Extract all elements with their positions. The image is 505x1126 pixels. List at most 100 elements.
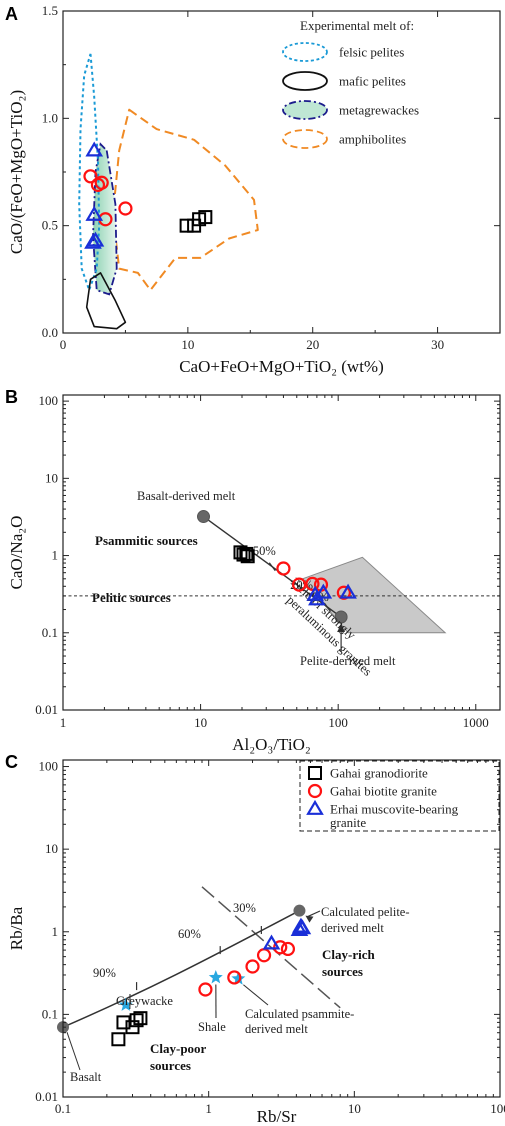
panel-b-y-tick-label: 10 bbox=[45, 470, 58, 485]
clay-poor-label-line1: Clay-poor bbox=[150, 1041, 207, 1056]
panel-c-x-tick-label: 1 bbox=[205, 1101, 212, 1116]
pelite-melt-arrowhead bbox=[337, 624, 346, 633]
legend-metagrewackes-label: metagrewackes bbox=[339, 103, 419, 118]
legend-circle-label: Gahai biotite granite bbox=[330, 784, 437, 799]
panel-a-y-axis-title: CaO/(FeO+MgO+TiO₂) bbox=[7, 90, 26, 254]
panel-c-circle-point bbox=[227, 970, 242, 985]
panel-c-legend-box bbox=[299, 760, 500, 832]
panel-c-circle-point bbox=[245, 959, 260, 974]
clay-poor-label-line2: sources bbox=[150, 1058, 191, 1073]
panel-c-circle-point bbox=[198, 982, 213, 997]
panel-c-y-tick-label: 100 bbox=[39, 759, 59, 774]
panel-a-triangle-point bbox=[85, 141, 104, 157]
legend-triangle-label: Erhai muscovite-bearing bbox=[330, 802, 459, 817]
basalt-label: Basalt bbox=[70, 1070, 102, 1084]
legend-triangle-label-line2: granite bbox=[330, 815, 366, 830]
panel-c-letter: C bbox=[5, 752, 18, 772]
panel-c-plot-frame bbox=[62, 759, 501, 1098]
panel-a-triangle-point bbox=[86, 231, 105, 247]
psammite-melt-label-line2: derived melt bbox=[245, 1022, 308, 1036]
panel-a-x-tick-label: 0 bbox=[60, 337, 67, 352]
panel-c-circle-point bbox=[280, 941, 296, 957]
clay-rich-label-line2: sources bbox=[322, 964, 363, 979]
legend-mafic-pelites-symbol bbox=[282, 71, 328, 91]
basalt-derived-melt-point bbox=[197, 510, 211, 524]
pelite-melt-point bbox=[293, 904, 306, 917]
panel-b-circle-point bbox=[292, 577, 307, 592]
mixing-percent-label: 30% bbox=[233, 901, 256, 915]
panel-b-circle-point bbox=[336, 585, 351, 600]
panel-c-square-point bbox=[111, 1032, 126, 1047]
legend-felsic-pelites-label: felsic pelites bbox=[339, 45, 404, 60]
panel-c-circle-point bbox=[256, 948, 272, 963]
panel-c-y-tick-label: 0.01 bbox=[35, 1089, 58, 1104]
panel-c-y-tick-label: 10 bbox=[45, 841, 58, 856]
panel-a-triangle-point bbox=[85, 205, 104, 221]
panel-c-y-tick-label: 0.1 bbox=[42, 1006, 58, 1021]
panel-a-circle-point bbox=[118, 201, 133, 216]
panel-c-square-point bbox=[129, 1013, 144, 1028]
panel-a-plot-frame bbox=[62, 10, 501, 334]
panel-a-circle-point bbox=[94, 175, 109, 190]
panel-a-letter: A bbox=[5, 4, 18, 24]
panel-b-triangle-point bbox=[314, 583, 333, 599]
panel-a-square-point bbox=[198, 210, 213, 225]
mixing-percent-label: 50% bbox=[253, 544, 276, 558]
panel-b-plot-frame bbox=[62, 394, 501, 711]
panel-a-y-tick-label: 1.5 bbox=[42, 3, 58, 18]
panel-c-y-axis-title: Rb/Ba bbox=[7, 906, 26, 950]
basalt-leader-line bbox=[66, 1032, 81, 1071]
legend-amphibolites-symbol bbox=[282, 129, 328, 149]
panel-b-x-axis-title: Al₂O₃/TiO₂ bbox=[232, 735, 311, 754]
panel-a-y-tick-label: 1.0 bbox=[42, 110, 58, 125]
mixing-percent-label: 60% bbox=[178, 927, 201, 941]
basalt-pelite-mixing-curve bbox=[62, 910, 300, 1028]
legend-square-symbol bbox=[308, 766, 322, 780]
panel-b-y-axis-title: CaO/Na₂O bbox=[7, 516, 26, 590]
panel-b-y-tick-label: 1 bbox=[52, 548, 59, 563]
shale-label: Shale bbox=[198, 1020, 226, 1034]
panel-c-square-point bbox=[116, 1015, 131, 1030]
panel-b-circle-point bbox=[276, 561, 291, 576]
panel-c-circle-point bbox=[273, 940, 288, 955]
panel-b-square-point bbox=[239, 546, 254, 561]
panel-c-x-tick-label: 10 bbox=[348, 1101, 361, 1116]
greywacke-label: Greywacke bbox=[116, 994, 173, 1008]
mixing-percent-label: 90% bbox=[93, 966, 116, 980]
panel-c-triangle-point bbox=[262, 934, 281, 950]
panel-b: B50%20%10%Basalt-derived meltPelite-deri… bbox=[5, 387, 501, 754]
legend-amphibolites-label: amphibolites bbox=[339, 132, 406, 147]
panel-c-triangle-point bbox=[293, 919, 312, 935]
mixing-line-tick bbox=[323, 602, 331, 612]
pelite-derived-melt-point bbox=[334, 610, 348, 624]
panel-c-x-tick-label: 0.1 bbox=[55, 1101, 71, 1116]
panel-c: C 90% 60% 30% Basalt Calculated pelite-derive… bbox=[5, 752, 505, 1126]
panel-a-y-tick-label: 0.5 bbox=[42, 218, 58, 233]
panel-a-x-tick-label: 10 bbox=[181, 337, 194, 352]
panel-b-x-tick-label: 10 bbox=[194, 715, 207, 730]
panel-a-y-tick-label: 0.0 bbox=[42, 325, 58, 340]
pelite-melt-label-line2: derived melt bbox=[321, 921, 384, 935]
panel-b-circle-point bbox=[305, 576, 320, 591]
clay-rich-label-line1: Clay-rich bbox=[322, 947, 375, 962]
panel-b-y-tick-label: 0.1 bbox=[42, 625, 58, 640]
psammite-melt-label-line1: Calculated psammite- bbox=[245, 1007, 354, 1021]
panel-b-triangle-point bbox=[339, 583, 357, 599]
basalt-derived-melt-label: Basalt-derived melt bbox=[137, 489, 236, 503]
panel-b-y-tick-label: 0.01 bbox=[35, 702, 58, 717]
mafic-pelites-field bbox=[85, 272, 127, 330]
panel-a-x-tick-label: 20 bbox=[306, 337, 319, 352]
amphibolites-field bbox=[111, 108, 259, 292]
pelite-derived-melt-label: Pelite-derived melt bbox=[300, 654, 396, 668]
legend-circle-symbol bbox=[307, 783, 323, 799]
legend-triangle-symbol bbox=[306, 799, 324, 815]
panel-b-y-tick-label: 100 bbox=[39, 393, 59, 408]
panel-b-x-tick-label: 100 bbox=[328, 715, 348, 730]
panel-a-legend-title: Experimental melt of: bbox=[300, 18, 414, 33]
panel-c-x-axis-title: Rb/Sr bbox=[257, 1107, 297, 1126]
panel-b-letter: B bbox=[5, 387, 18, 407]
legend-square-label: Gahai granodiorite bbox=[330, 766, 428, 781]
panel-a: A 0 10 20 30 0.0 0.5 1.0 1.5 CaO+FeO+MgO+TiO₂ (wt… bbox=[5, 3, 501, 376]
panel-a-square-point bbox=[179, 218, 194, 233]
